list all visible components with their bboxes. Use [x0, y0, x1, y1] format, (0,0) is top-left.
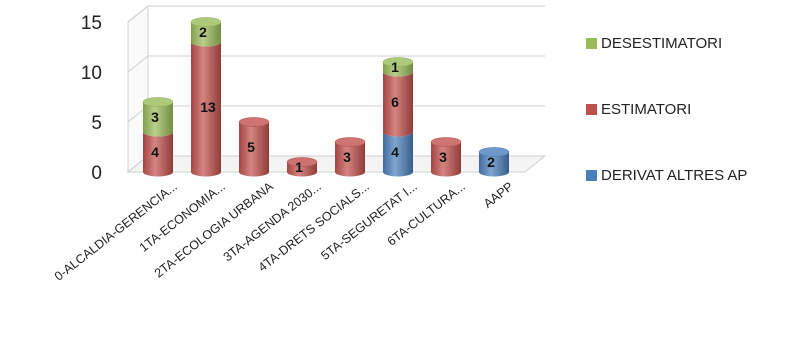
- legend: DESESTIMATORI ESTIMATORI DERIVAT ALTRES AP: [586, 35, 747, 184]
- category-label: 1TA-ECONOMIA...: [137, 179, 228, 254]
- data-label: 1: [295, 159, 303, 175]
- bar-segment: [143, 102, 173, 137]
- data-label: 13: [200, 99, 216, 115]
- y-axis-ticks: 0 5 10 15: [81, 13, 102, 184]
- bar-top: [238, 117, 270, 127]
- data-label: 1: [391, 59, 399, 75]
- bar-segment: [383, 132, 413, 177]
- bar-top: [190, 17, 222, 27]
- data-label: 4: [391, 144, 399, 160]
- bar-segment: [239, 122, 269, 177]
- bar-segment: [287, 162, 317, 177]
- y-tick-label: 5: [91, 113, 102, 134]
- bars: [142, 17, 510, 177]
- data-label: 6: [391, 94, 399, 110]
- x-axis-category-labels: 0-ALCALDIA-GERENCIA...1TA-ECONOMIA...2TA…: [52, 179, 516, 284]
- bar-top: [478, 147, 510, 157]
- bar-segment: [383, 72, 413, 137]
- bar-segment: [191, 42, 221, 177]
- y-tick-label: 15: [81, 13, 102, 34]
- legend-swatch: [586, 170, 597, 181]
- gridline: [127, 105, 545, 123]
- bar-segment: [431, 142, 461, 177]
- data-label: 5: [247, 139, 255, 155]
- legend-entry: DESESTIMATORI: [601, 35, 722, 52]
- bar-segment: [143, 132, 173, 177]
- data-label: 3: [439, 149, 447, 165]
- bar-top: [286, 157, 318, 167]
- data-label: 3: [343, 149, 351, 165]
- legend-entry: ESTIMATORI: [601, 101, 691, 118]
- legend-swatch: [586, 104, 597, 115]
- bar-segment: [383, 62, 413, 77]
- bar-segment: [335, 142, 365, 177]
- gridline: [127, 5, 545, 23]
- data-label: 4: [151, 144, 159, 160]
- bar-top: [382, 57, 414, 67]
- y-tick-label: 0: [91, 163, 102, 184]
- bar-top: [430, 137, 462, 147]
- bar-top: [334, 137, 366, 147]
- y-tick-label: 10: [81, 63, 102, 84]
- bar-top: [142, 97, 174, 107]
- legend-entry: DERIVAT ALTRES AP: [601, 167, 747, 184]
- legend-swatch: [586, 38, 597, 49]
- data-label: 2: [487, 154, 495, 170]
- category-label: AAPP: [481, 179, 516, 211]
- data-label: 3: [151, 109, 159, 125]
- bar-segment: [191, 22, 221, 47]
- bar-segment: [479, 152, 509, 177]
- gridline: [127, 55, 545, 73]
- data-label: 2: [199, 24, 207, 40]
